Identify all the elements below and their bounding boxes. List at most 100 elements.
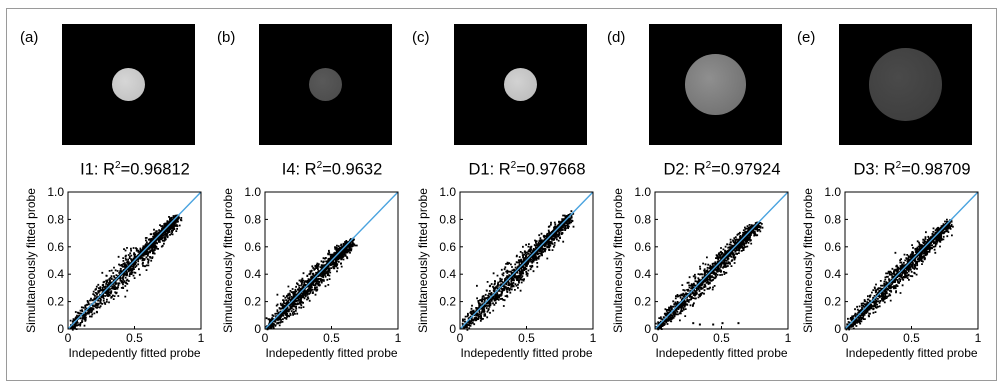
- y-tick-label: 0.6: [824, 240, 841, 254]
- title-suffix: =0.98709: [901, 160, 971, 179]
- title-superscript: 2: [115, 160, 121, 171]
- outlier-point: [698, 323, 701, 326]
- title-suffix: =0.97924: [711, 160, 781, 179]
- x-tick-label: 0: [457, 331, 464, 345]
- identity-line: [67, 191, 202, 330]
- outlier-point: [692, 322, 695, 325]
- x-tick-label: 0: [262, 331, 269, 345]
- x-tick-label: 0.5: [323, 331, 340, 345]
- phantom-image: [839, 24, 972, 145]
- y-tick-label: 1.0: [244, 185, 261, 199]
- y-tick-label: 0.8: [244, 212, 261, 226]
- panel-b: (b) I4: R2=0.9632 0 0.2 0.4 0.6 0.8 1.0 0 0.5 1 Ind…: [217, 0, 411, 380]
- y-axis-label: Simultaneously fitted probe: [221, 188, 235, 333]
- y-tick-label: 0.6: [47, 240, 64, 254]
- phantom-image: [454, 24, 587, 145]
- figure-frame: [6, 8, 997, 381]
- y-tick-label: 0.6: [439, 240, 456, 254]
- x-tick-label: 0.5: [903, 331, 920, 345]
- data-points: [265, 237, 358, 331]
- scatter-points: [655, 221, 764, 331]
- panel-e: (e) D3: R2=0.98709 0 0.2 0.4 0.6 0.8 1.0 0 0.5 1 In…: [797, 0, 991, 380]
- outlier-point: [737, 322, 740, 325]
- title-superscript: 2: [510, 160, 517, 171]
- y-tick-label: 1.0: [47, 185, 64, 199]
- identity-line: [844, 191, 979, 330]
- y-tick-label: 0.2: [47, 295, 64, 309]
- y-axis-label: Simultaneously fitted probe: [416, 188, 430, 333]
- y-axis-label: Simultaneously fitted probe: [611, 188, 625, 333]
- x-axis-label: Indepedently fitted probe: [265, 346, 397, 360]
- y-tick-label: 0.4: [824, 267, 841, 281]
- x-tick-label: 1: [975, 331, 982, 345]
- panel-title: D1: R2=0.97668: [432, 160, 622, 180]
- x-axis-label: Indepedently fitted probe: [845, 346, 977, 360]
- x-tick-label: 1: [785, 331, 792, 345]
- title-superscript: 2: [705, 160, 712, 171]
- y-tick-label: 0: [254, 322, 261, 336]
- y-tick-label: 1.0: [824, 185, 841, 199]
- y-tick-label: 0.4: [244, 267, 261, 281]
- x-tick-label: 1: [198, 331, 205, 345]
- y-tick-label: 0: [834, 322, 841, 336]
- y-axis-label: Simultaneously fitted probe: [801, 188, 815, 333]
- x-tick-label: 0: [65, 331, 72, 345]
- y-tick-label: 0.4: [634, 267, 651, 281]
- identity-line: [459, 191, 594, 330]
- title-superscript: 2: [895, 160, 902, 171]
- title-prefix: D3: R: [853, 160, 896, 179]
- panel-label: (b): [217, 29, 236, 46]
- y-tick-label: 0.4: [47, 267, 64, 281]
- y-tick-label: 0: [449, 322, 456, 336]
- scatter-points: [845, 218, 954, 331]
- y-tick-label: 0: [644, 322, 651, 336]
- x-tick-label: 1: [395, 331, 402, 345]
- panel-title: I1: R2=0.96812: [40, 160, 230, 180]
- title-prefix: I1: R: [80, 160, 115, 179]
- phantom-disc: [308, 67, 343, 102]
- title-prefix: D2: R: [663, 160, 706, 179]
- panel-title: I4: R2=0.9632: [237, 160, 427, 180]
- scatter-points: [68, 214, 183, 331]
- phantom-disc: [869, 48, 942, 121]
- panel-title: D3: R2=0.98709: [817, 160, 1004, 180]
- title-superscript: 2: [316, 160, 323, 171]
- scatter-points: [265, 237, 358, 331]
- phantom-image: [259, 24, 392, 145]
- x-axis-label: Indepedently fitted probe: [460, 346, 592, 360]
- phantom-disc: [111, 67, 146, 102]
- y-tick-label: 1.0: [634, 185, 651, 199]
- panel-title: D2: R2=0.97924: [627, 160, 817, 180]
- x-tick-label: 1: [590, 331, 597, 345]
- x-tick-label: 0.5: [713, 331, 730, 345]
- panel-c: (c) D1: R2=0.97668 0 0.2 0.4 0.6 0.8 1.0 0 0.5 1 In…: [412, 0, 606, 380]
- y-tick-label: 0.8: [439, 212, 456, 226]
- title-suffix: =0.96812: [120, 160, 190, 179]
- x-tick-label: 0.5: [126, 331, 143, 345]
- identity-line: [264, 191, 399, 330]
- data-points: [655, 221, 764, 331]
- panel-label: (a): [20, 29, 39, 46]
- phantom-image: [649, 24, 782, 145]
- x-tick-label: 0: [652, 331, 659, 345]
- title-prefix: D1: R: [468, 160, 511, 179]
- panel-a: (a) I1: R2=0.96812 0 0.2 0.4 0.6 0.8 1.0 0 0.5 1 In…: [20, 0, 214, 380]
- y-tick-label: 0.4: [439, 267, 456, 281]
- identity-line: [654, 191, 789, 330]
- y-tick-label: 0.8: [824, 212, 841, 226]
- y-tick-label: 1.0: [439, 185, 456, 199]
- x-tick-label: 0.5: [518, 331, 535, 345]
- phantom-disc: [685, 54, 746, 115]
- outlier-point: [712, 323, 715, 326]
- outlier-point: [721, 322, 724, 325]
- x-tick-label: 0: [842, 331, 849, 345]
- title-suffix: =0.9632: [322, 160, 383, 179]
- phantom-disc: [503, 67, 538, 102]
- y-tick-label: 0.8: [634, 212, 651, 226]
- y-tick-label: 0: [57, 322, 64, 336]
